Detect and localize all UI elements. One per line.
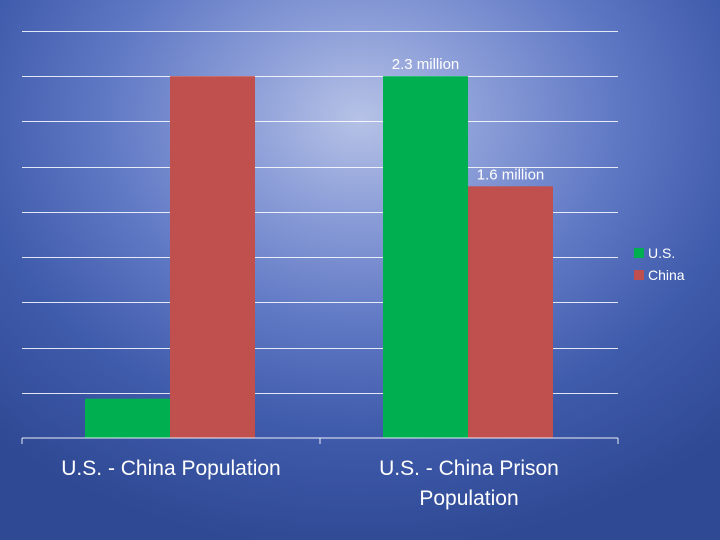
category-label-prison-line1: U.S. - China Prison <box>379 457 559 480</box>
gridlines <box>22 31 618 394</box>
legend: U.S. China <box>634 242 685 286</box>
data-label-0: 2.3 million <box>392 56 460 73</box>
bar-us-cat1 <box>383 76 468 438</box>
bars <box>85 76 553 438</box>
category-label-prison-line2: Population <box>419 487 519 510</box>
legend-swatch-us <box>634 248 644 258</box>
legend-swatch-china <box>634 270 644 280</box>
data-labels: 2.3 million 1.6 million <box>392 56 545 183</box>
bar-china-cat0 <box>170 76 255 438</box>
category-label-population: U.S. - China Population <box>31 454 311 484</box>
bar-china-cat1 <box>468 186 553 438</box>
bar-us-cat0 <box>85 398 170 438</box>
legend-item-us: U.S. <box>634 242 685 264</box>
legend-item-china: China <box>634 264 685 286</box>
category-label-population-text: U.S. - China Population <box>61 457 281 480</box>
legend-label-china: China <box>648 267 685 283</box>
data-label-1: 1.6 million <box>477 166 545 183</box>
legend-label-us: U.S. <box>648 245 676 261</box>
category-label-prison-population: U.S. - China Prison Population <box>329 454 609 514</box>
